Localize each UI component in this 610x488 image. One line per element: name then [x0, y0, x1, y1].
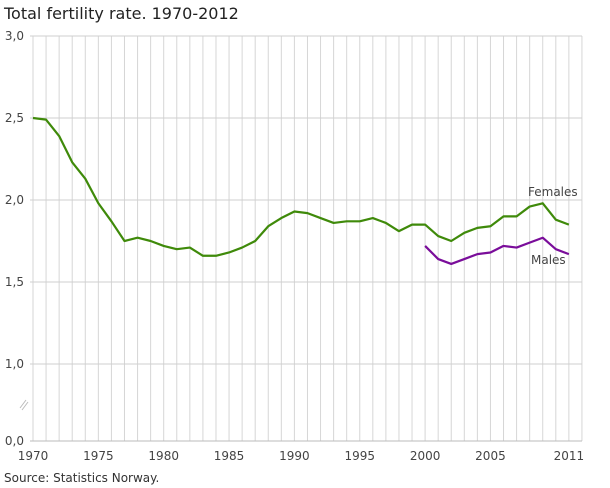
series-label-males: Males — [531, 253, 566, 267]
x-tick-label: 1985 — [214, 449, 245, 463]
y-tick-label: 1,5 — [5, 275, 24, 289]
x-tick-label: 1975 — [83, 449, 114, 463]
x-tick-label: 1980 — [148, 449, 179, 463]
x-tick-label: 2005 — [475, 449, 506, 463]
y-tick-label: 3,0 — [5, 29, 24, 43]
axis-break-mark — [19, 399, 29, 411]
x-tick-label: 1990 — [279, 449, 310, 463]
x-tick-label: 2011 — [554, 449, 585, 463]
source-note: Source: Statistics Norway. — [4, 471, 160, 485]
y-tick-label: 0,0 — [5, 434, 24, 448]
series-label-females: Females — [528, 185, 578, 199]
series-line-males — [424, 236, 570, 266]
series-line-females — [32, 116, 570, 257]
y-tick-label: 1,0 — [5, 357, 24, 371]
chart-title: Total fertility rate. 1970-2012 — [4, 4, 239, 23]
x-tick-label: 1995 — [344, 449, 375, 463]
y-tick-label: 2,0 — [5, 193, 24, 207]
x-tick-label: 2000 — [410, 449, 441, 463]
y-tick-label: 2,5 — [5, 111, 24, 125]
x-tick-label: 1970 — [18, 449, 49, 463]
